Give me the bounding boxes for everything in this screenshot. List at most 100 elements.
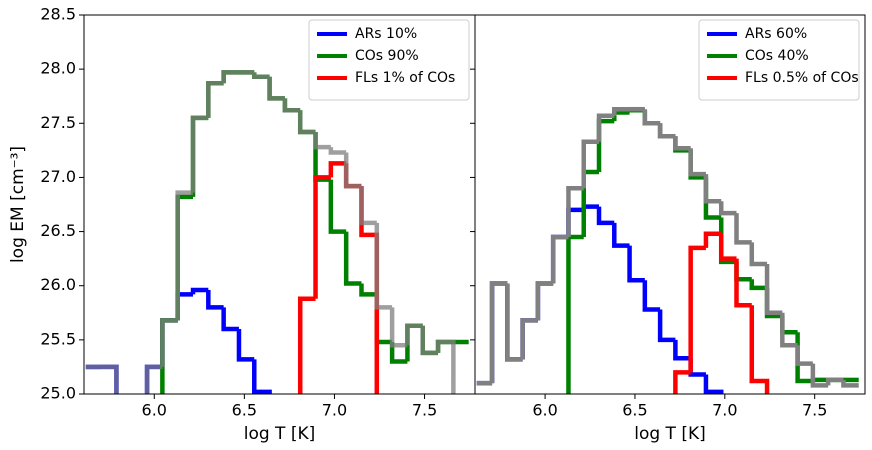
- step-segment: [221, 307, 239, 332]
- y-tick-label: 28.0: [40, 59, 76, 78]
- step-segment: [581, 204, 600, 210]
- step-segment: [596, 206, 615, 226]
- y-tick-label: 26.0: [40, 275, 76, 294]
- step-segment: [673, 339, 691, 361]
- step-segment: [405, 323, 423, 346]
- legend-label: FLs 1% of COs: [355, 70, 455, 86]
- step-segment: [297, 110, 316, 135]
- step-segment: [505, 283, 523, 362]
- x-tick-label: 6.0: [532, 401, 557, 420]
- step-segment: [206, 80, 224, 118]
- x-tick-label: 7.5: [412, 401, 437, 420]
- legend: ARs 10% COs 90% FLs 1% of COs: [308, 19, 470, 101]
- step-segment: [749, 279, 768, 291]
- step-segment: [374, 294, 393, 345]
- step-segment: [359, 186, 377, 226]
- step-segment: [313, 131, 331, 182]
- step-segment: [297, 110, 316, 135]
- step-segment: [343, 231, 362, 286]
- legend-box: [698, 19, 860, 101]
- x-tick-label: 6.5: [232, 401, 257, 420]
- step-segment: [405, 323, 423, 362]
- step-segment: [718, 201, 737, 216]
- step-segment: [657, 123, 676, 139]
- x-tick-label: 6.0: [142, 401, 167, 420]
- step-segment: [359, 283, 377, 297]
- step-segment: [581, 139, 600, 189]
- step-segment: [825, 377, 844, 386]
- step-segment: [703, 231, 722, 248]
- step-segment: [374, 222, 393, 310]
- step-segment: [642, 109, 661, 126]
- y-tick-label: 25.0: [40, 384, 76, 403]
- step-segment: [328, 161, 347, 178]
- step-segment: [734, 213, 752, 245]
- step-segment: [144, 364, 163, 394]
- legend-label: COs 90%: [355, 48, 419, 64]
- x-tick-label: 7.0: [322, 401, 347, 420]
- step-segment: [688, 148, 706, 177]
- step-segment: [282, 98, 301, 113]
- step-segment: [328, 179, 347, 234]
- step-segment: [688, 245, 706, 373]
- y-tick-label: 27.0: [40, 167, 76, 186]
- step-segment: [343, 152, 362, 189]
- step-segment: [160, 318, 178, 367]
- legend-label: COs 40%: [745, 48, 809, 64]
- step-segment: [435, 339, 456, 394]
- step-segment: [175, 194, 194, 321]
- step-segment: [190, 287, 209, 295]
- y-tick-label: 27.5: [40, 113, 76, 132]
- step-segment: [313, 131, 331, 150]
- legend-label: FLs 0.5% of COs: [745, 70, 859, 86]
- step-segment: [810, 377, 829, 383]
- step-segment: [703, 374, 724, 394]
- step-segment: [101, 364, 119, 394]
- series: [476, 204, 724, 394]
- step-segment: [505, 283, 523, 362]
- panel: 6.0 6.5 7.0 7.5 log T [K] ARs 60% COs 40% FLs 0…: [470, 14, 866, 444]
- legend-label: ARs 60%: [745, 26, 807, 42]
- x-tick-label: 7.0: [712, 401, 737, 420]
- step-segment: [703, 174, 722, 204]
- step-segment: [144, 364, 163, 394]
- step-segment: [566, 234, 584, 394]
- step-segment: [734, 258, 752, 308]
- step-segment: [810, 363, 829, 388]
- step-segment: [359, 186, 380, 394]
- step-segment: [688, 358, 706, 377]
- step-segment: [489, 281, 508, 384]
- step-segment: [520, 318, 538, 360]
- series: [297, 161, 380, 394]
- step-segment: [657, 309, 676, 343]
- step-segment: [642, 280, 661, 312]
- step-segment: [673, 136, 691, 151]
- series: [476, 106, 859, 388]
- step-segment: [718, 217, 737, 265]
- step-segment: [252, 72, 270, 79]
- series-group: [476, 106, 859, 394]
- step-segment: [160, 318, 178, 394]
- step-segment: [764, 264, 783, 316]
- step-segment: [389, 342, 408, 364]
- x-tick-label: 6.5: [622, 401, 647, 420]
- step-segment: [190, 115, 209, 193]
- step-segment: [328, 147, 347, 155]
- step-segment: [420, 325, 439, 356]
- y-tick-label: 26.5: [40, 221, 76, 240]
- step-segment: [190, 115, 209, 197]
- legend-box: [308, 19, 470, 101]
- step-segment: [780, 316, 798, 335]
- step-segment: [795, 345, 813, 366]
- step-segment: [236, 329, 255, 362]
- y-tick-label: 28.5: [40, 5, 76, 24]
- step-segment: [627, 245, 645, 283]
- step-segment: [566, 186, 584, 237]
- step-segment: [343, 163, 362, 189]
- axes-frame: [474, 14, 866, 395]
- series: [85, 70, 456, 394]
- step-segment: [535, 281, 554, 321]
- step-segment: [267, 76, 285, 101]
- step-segment: [841, 379, 859, 388]
